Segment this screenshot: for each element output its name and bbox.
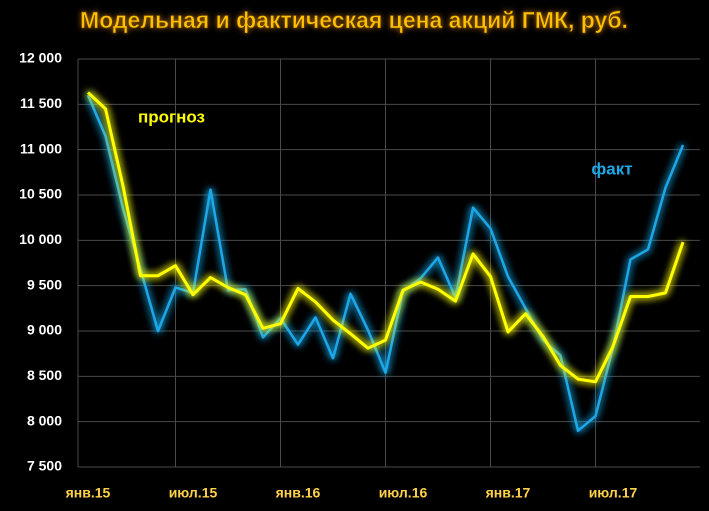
y-tick-label: 8 000	[27, 412, 62, 428]
y-tick-label: 11 000	[20, 140, 62, 156]
x-tick-label: янв.16	[276, 485, 321, 501]
y-tick-label: 11 500	[20, 95, 62, 111]
series-label: прогноз	[138, 107, 205, 126]
x-tick-label: июл.17	[589, 485, 638, 501]
x-tick-label: июл.16	[379, 485, 428, 501]
y-tick-label: 9 000	[27, 322, 62, 338]
x-tick-label: июл.15	[169, 485, 218, 501]
series-label: факт	[591, 159, 632, 178]
series-line	[86, 91, 685, 384]
y-tick-label: 10 000	[19, 231, 62, 247]
x-tick-label: янв.17	[486, 485, 531, 501]
chart-title: Модельная и фактическая цена акций ГМК, …	[80, 7, 628, 33]
y-tick-label: 10 500	[19, 186, 62, 202]
y-tick-label: 8 500	[27, 367, 62, 383]
y-tick-label: 12 000	[19, 50, 62, 66]
y-tick-label: 9 500	[27, 276, 62, 292]
y-tick-label: 7 500	[27, 458, 62, 474]
x-tick-label: янв.15	[66, 485, 111, 501]
series-line	[86, 94, 685, 432]
